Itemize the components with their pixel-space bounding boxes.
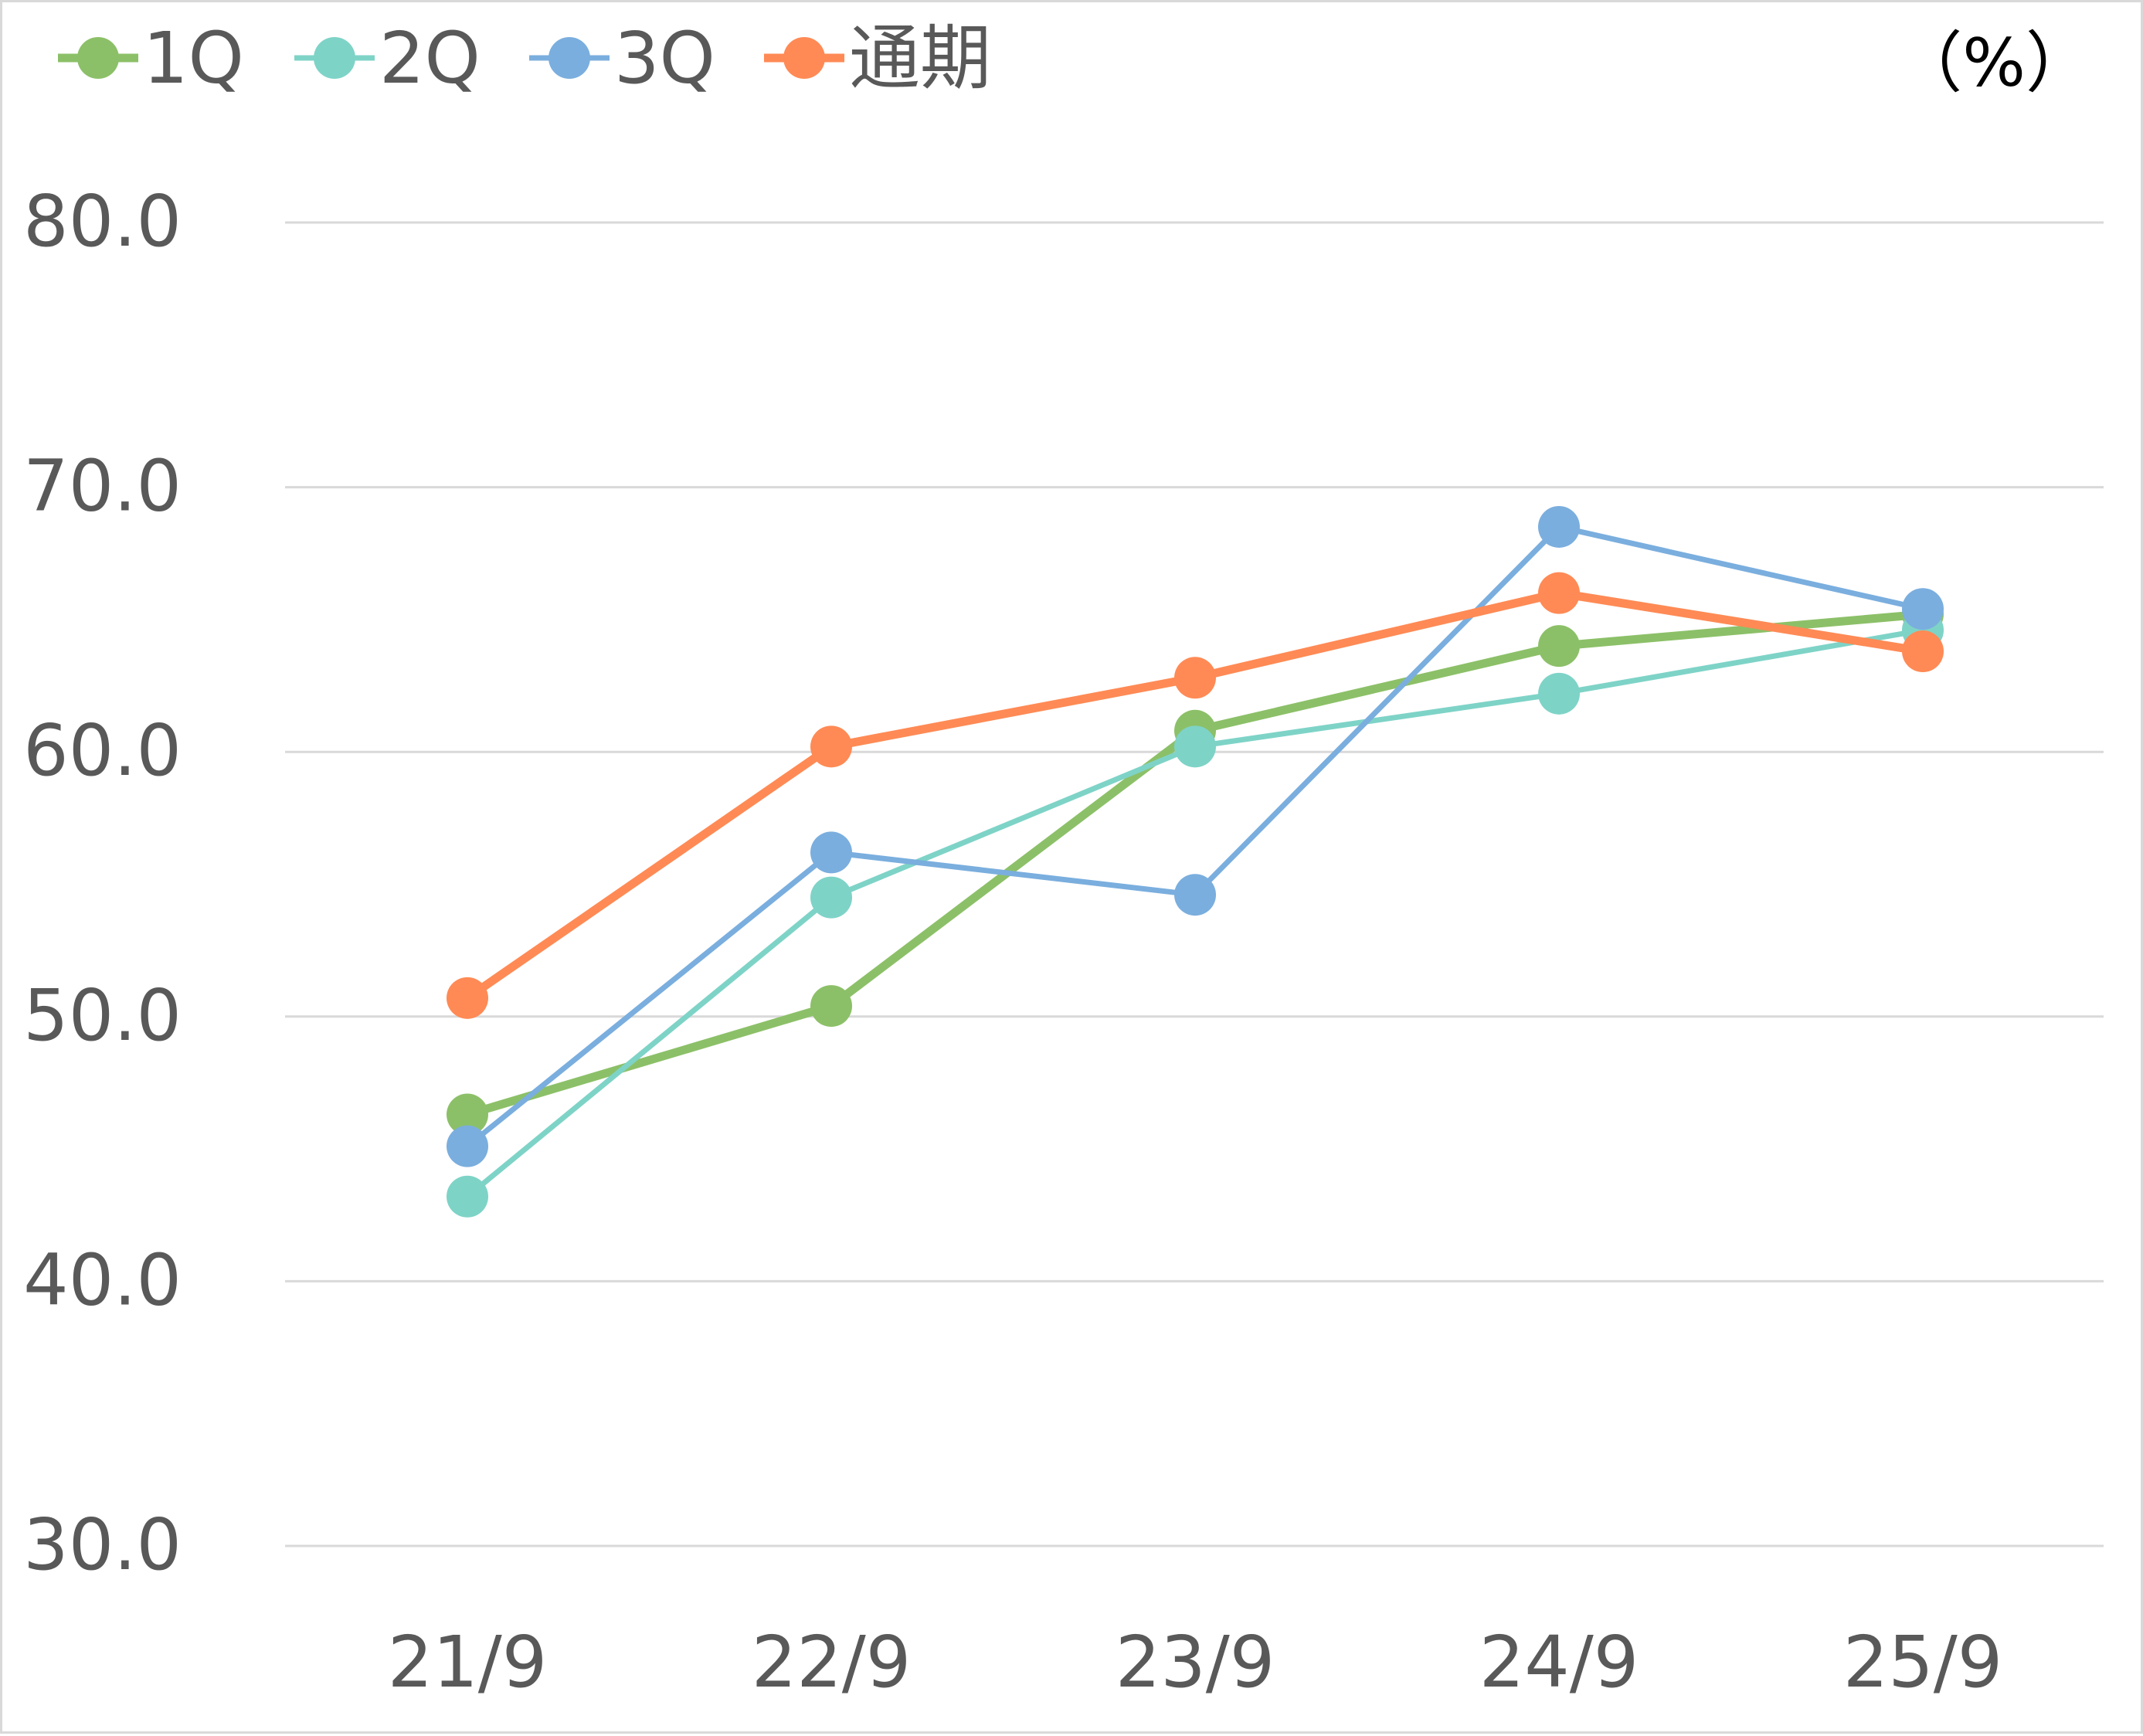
data-point (1538, 672, 1580, 715)
data-point (1538, 625, 1580, 668)
data-point (810, 985, 852, 1028)
x-tick-label: 21/9 (388, 1621, 548, 1704)
data-point (810, 725, 852, 768)
unit-label: （%） (1896, 25, 2092, 102)
data-point (447, 977, 488, 1019)
legend-entry: 2Q (294, 17, 481, 100)
data-point (447, 1125, 488, 1167)
legend-marker-swatch (77, 37, 119, 79)
legend: 1Q 2Q 3Q 通期 (58, 17, 991, 100)
data-point (1538, 505, 1580, 548)
y-tick-label: 30.0 (23, 1503, 182, 1586)
legend-label: 通期 (849, 17, 991, 100)
legend-entry: 3Q (529, 17, 715, 100)
series-line (464, 589, 1924, 1002)
data-point (810, 831, 852, 874)
y-tick-label: 40.0 (23, 1238, 182, 1321)
legend-label: 3Q (614, 17, 715, 100)
legend-label: 1Q (143, 17, 244, 100)
x-tick-label: 22/9 (752, 1621, 912, 1704)
x-tick-label: 24/9 (1479, 1621, 1639, 1704)
data-point (1174, 725, 1216, 768)
data-point (1538, 572, 1580, 614)
legend-entry: 通期 (764, 17, 991, 100)
y-tick-label: 60.0 (23, 709, 182, 792)
y-axis-ticks: 80.0 70.0 60.0 50.0 40.0 30.0 (23, 180, 182, 1586)
y-tick-label: 70.0 (23, 445, 182, 528)
data-point (1174, 874, 1216, 916)
data-point (810, 876, 852, 919)
legend-marker-swatch (548, 37, 590, 79)
data-point (1902, 588, 1944, 630)
data-point (447, 1093, 488, 1136)
data-point (447, 1175, 488, 1218)
legend-label: 2Q (379, 17, 481, 100)
y-tick-label: 50.0 (23, 974, 182, 1057)
x-tick-label: 25/9 (1843, 1621, 2003, 1704)
series-3 (447, 505, 1944, 1167)
x-axis-ticks: 21/9 22/9 23/9 24/9 25/9 (388, 1621, 2003, 1704)
data-point (1902, 630, 1944, 673)
x-tick-label: 23/9 (1116, 1621, 1275, 1704)
y-tick-label: 80.0 (23, 180, 182, 263)
legend-entry: 1Q (58, 17, 244, 100)
series-4 (447, 572, 1944, 1019)
legend-marker-swatch (314, 37, 355, 79)
series-lines (447, 505, 1944, 1218)
legend-marker-swatch (783, 37, 825, 79)
data-point (1174, 657, 1216, 699)
